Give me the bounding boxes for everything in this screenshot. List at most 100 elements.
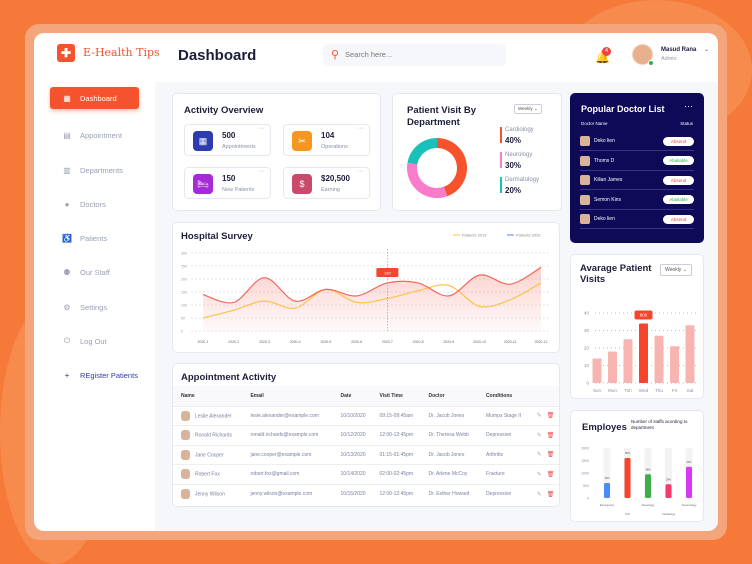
- bar-thu[interactable]: [654, 335, 664, 383]
- sidebar-item-appointment[interactable]: ▤ Appointment: [50, 124, 139, 146]
- cell-visit-time: 09:15-09:45am: [371, 405, 421, 426]
- table-row[interactable]: Ronald Richards ronald.richards@example.c…: [173, 425, 559, 445]
- cell-conditions: Arthritis: [478, 444, 529, 465]
- bar-fri[interactable]: [670, 346, 679, 383]
- y-tick-label: 500: [583, 484, 589, 488]
- patient-avatar: [181, 489, 190, 499]
- legend-label: Neurology: [505, 152, 533, 158]
- sidebar-item-label: Appointment: [80, 130, 123, 140]
- bar-sat[interactable]: [685, 325, 695, 383]
- doctor-avatar: [580, 155, 590, 166]
- sidebar-item-settings[interactable]: ⚙ Settings: [50, 296, 139, 318]
- cell-name: Ronald Richards: [173, 425, 243, 445]
- cell-text: Dr. Arlene McCoy: [428, 471, 468, 478]
- cell-visit-time: 01:15-01:45pm: [371, 444, 421, 465]
- edit-icon[interactable]: ✎: [536, 452, 542, 459]
- bar-mon[interactable]: [608, 351, 617, 384]
- doctor-row[interactable]: Semon Kins Abailable: [580, 191, 694, 210]
- cell-text: 10/12/2020: [340, 432, 366, 439]
- chevron-down-icon: ⌄: [682, 267, 687, 273]
- more-options-icon[interactable]: ···: [684, 101, 693, 111]
- sidebar-item-dashboard[interactable]: ▦ Dashboard: [50, 87, 139, 109]
- stat-card-new-patients[interactable]: 🛏 150 New Patients ···: [184, 167, 271, 199]
- doctor-name: Kilian James: [594, 177, 623, 183]
- period-select[interactable]: Weekly ⌄: [514, 104, 542, 114]
- user-name: Masud Rana: [661, 47, 697, 53]
- table-row[interactable]: Leslie Alexander lesie.alexander@example.…: [173, 405, 559, 426]
- stat-card-appointments[interactable]: ▦ 500 Appointments ···: [184, 124, 271, 156]
- sidebar-item-register-patients[interactable]: + REgister Patients: [50, 364, 139, 386]
- search-input[interactable]: ⚲ Search here...: [323, 44, 506, 66]
- user-role: Admin: [661, 56, 677, 62]
- stat-card-operations[interactable]: ✂ 104 Operations ···: [283, 124, 370, 156]
- delete-icon[interactable]: 🗑: [546, 471, 555, 478]
- bar-tuh[interactable]: [623, 339, 633, 383]
- doctor-row[interactable]: Deko lien Absend: [580, 210, 694, 229]
- more-options-icon[interactable]: ···: [258, 125, 265, 132]
- department-donut-chart: [407, 138, 467, 198]
- appointment-title: Appointment Activity: [181, 372, 277, 383]
- gear-icon: ⚙: [63, 302, 71, 312]
- doctor-row[interactable]: Deko lien Absend: [580, 132, 694, 151]
- more-options-icon[interactable]: ···: [357, 125, 364, 132]
- employees-subtitle: Number of staffs acording to department: [631, 419, 688, 430]
- avatar[interactable]: [632, 44, 653, 65]
- edit-icon[interactable]: ✎: [536, 432, 542, 439]
- cell-actions: ✎ 🗑: [528, 405, 559, 426]
- table-row[interactable]: Robert Fox robert.fox@gmail.com 10/14/2020…: [173, 464, 559, 484]
- sidebar-item-doctors[interactable]: ● Doctors: [50, 193, 139, 215]
- stat-label: Earning: [321, 187, 340, 193]
- bar-cardiology[interactable]: [665, 484, 672, 498]
- stat-card-earning[interactable]: $ $20,500 Earning ···: [283, 167, 370, 199]
- bar-emergency[interactable]: [604, 483, 610, 498]
- more-options-icon[interactable]: ···: [357, 168, 364, 175]
- cell-text: Ronald Richards: [195, 432, 232, 439]
- edit-icon[interactable]: ✎: [536, 413, 542, 420]
- more-options-icon[interactable]: ···: [258, 168, 265, 175]
- x-tick-label: Sun: [593, 388, 602, 393]
- edit-icon[interactable]: ✎: [536, 471, 542, 478]
- delete-icon[interactable]: 🗑: [546, 432, 555, 439]
- user-icon: ●: [64, 199, 70, 209]
- sidebar-item-departments[interactable]: ▥ Departments: [50, 159, 139, 181]
- bar-wed[interactable]: [639, 323, 648, 384]
- delete-icon[interactable]: 🗑: [546, 413, 555, 420]
- legend-label: Cardiology: [505, 127, 534, 133]
- bar-sun[interactable]: [592, 358, 602, 384]
- cell-text: Depression: [486, 491, 512, 497]
- sidebar-item-patients[interactable]: ♿ Patients: [50, 227, 139, 249]
- cell-text: Dr. Theresa Webb: [428, 432, 469, 439]
- cell-visit-time: 02:00-02:45pm: [371, 464, 421, 484]
- table-row[interactable]: Jane Cooper jane.cooper@example.com 10/13/…: [173, 444, 559, 465]
- cell-text: 01:15-01:45pm: [379, 451, 414, 458]
- sidebar-item-label: Log Out: [80, 336, 107, 346]
- bar-neurology[interactable]: [645, 474, 651, 498]
- tooltip: [634, 310, 653, 320]
- column-header-actions: [528, 386, 559, 406]
- bar-icu[interactable]: [624, 458, 631, 498]
- doctor-row[interactable]: Kilian James Absend: [580, 171, 694, 190]
- doctor-row[interactable]: Thoms D Abailable: [580, 152, 694, 171]
- search-icon: ⚲: [331, 49, 340, 61]
- sidebar-item-log-out[interactable]: ⏻ Log Out: [50, 330, 139, 352]
- tooltip-value: 600: [640, 313, 648, 318]
- delete-icon[interactable]: 🗑: [546, 491, 555, 498]
- period-select[interactable]: Weekly ⌄: [660, 264, 692, 276]
- table-row[interactable]: Jenny Wilson jenny.wilson@example.com 10/1…: [173, 483, 559, 504]
- building-icon: ▥: [63, 165, 71, 175]
- sidebar-item-our-staff[interactable]: ⚉ Our Staff: [50, 261, 139, 283]
- sidebar-item-label: Patients: [80, 233, 108, 243]
- column-header: Doctor: [420, 386, 479, 406]
- x-tick-label: Neurology: [642, 503, 655, 507]
- bar-gynecology[interactable]: [686, 466, 692, 498]
- employees-bar-chart: 0 500 1000 1500 2000 30% Emergency 80% ICU 48% Neu…: [581, 447, 697, 517]
- delete-icon[interactable]: 🗑: [546, 452, 555, 459]
- edit-icon[interactable]: ✎: [536, 491, 542, 498]
- cell-doctor: Dr. Jacob Jones: [420, 444, 479, 465]
- x-tick-label: 2020-8: [413, 340, 424, 344]
- average-patient-visits-card: Avarage Patient Visits Weekly ⌄ 0 10 20 30 4…: [570, 254, 704, 399]
- donut-slice-neurology: [407, 162, 448, 198]
- y-tick-label: 40: [584, 311, 590, 316]
- stat-label: Operations: [321, 144, 348, 150]
- chevron-down-icon[interactable]: ⌄: [704, 47, 710, 53]
